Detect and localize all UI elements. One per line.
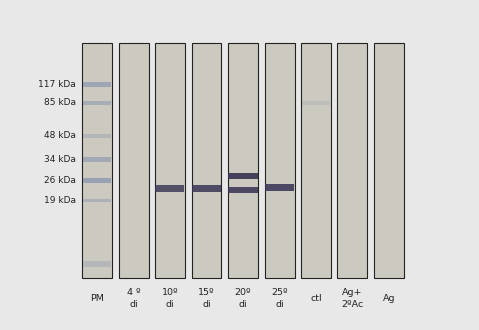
Bar: [374, 43, 404, 278]
Text: 85 kDa: 85 kDa: [44, 98, 76, 108]
Text: ctl: ctl: [310, 294, 322, 303]
Text: di: di: [166, 300, 174, 309]
Text: di: di: [202, 300, 211, 309]
Bar: [265, 184, 294, 191]
Text: Ag: Ag: [383, 294, 395, 303]
Bar: [192, 43, 221, 278]
Bar: [83, 178, 111, 182]
Text: 20º: 20º: [235, 288, 251, 297]
Text: 34 kDa: 34 kDa: [44, 155, 76, 164]
Bar: [264, 43, 295, 278]
Bar: [156, 185, 184, 192]
Bar: [155, 43, 185, 278]
Text: 10º: 10º: [162, 288, 178, 297]
Text: 15º: 15º: [198, 288, 215, 297]
Text: 26 kDa: 26 kDa: [44, 176, 76, 185]
Text: 48 kDa: 48 kDa: [44, 131, 76, 140]
Text: 2ºAc: 2ºAc: [342, 300, 364, 309]
Text: di: di: [275, 300, 284, 309]
Bar: [82, 43, 112, 278]
Text: 4 º: 4 º: [126, 288, 140, 297]
Bar: [83, 157, 111, 162]
Bar: [192, 185, 221, 192]
Text: di: di: [239, 300, 247, 309]
Bar: [83, 261, 111, 267]
Text: di: di: [129, 300, 138, 309]
Text: 117 kDa: 117 kDa: [38, 80, 76, 89]
Bar: [83, 199, 111, 202]
Bar: [228, 43, 258, 278]
Text: Ag+: Ag+: [342, 288, 363, 297]
Text: 25º: 25º: [271, 288, 288, 297]
Bar: [338, 43, 367, 278]
Text: 19 kDa: 19 kDa: [44, 196, 76, 205]
Bar: [302, 101, 330, 105]
Bar: [83, 101, 111, 105]
Bar: [228, 187, 258, 193]
Bar: [83, 82, 111, 87]
Bar: [118, 43, 148, 278]
Bar: [301, 43, 331, 278]
Bar: [83, 134, 111, 138]
Bar: [228, 173, 258, 179]
Text: PM: PM: [90, 294, 104, 303]
